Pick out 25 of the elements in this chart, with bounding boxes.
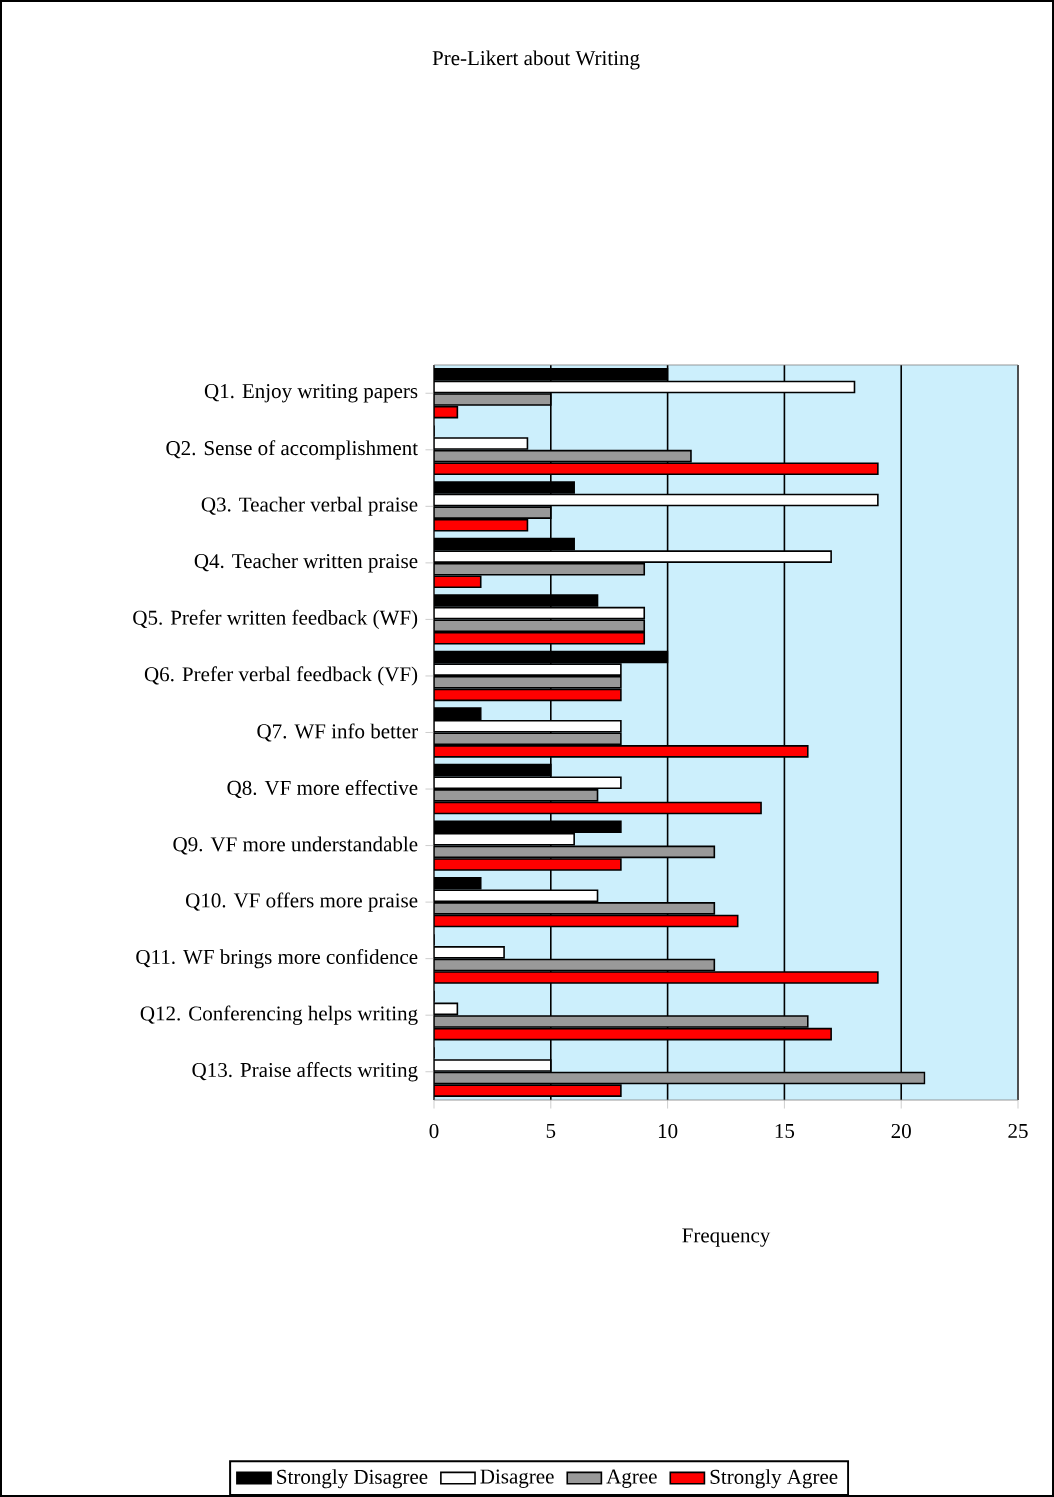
y-tick-label: Q4. Teacher written praise	[194, 553, 418, 573]
y-tick-label: Q6. Prefer verbal feedback (VF)	[144, 666, 418, 686]
y-tick-label: Q9. VF more understandable	[173, 836, 418, 855]
y-tick-label: Q7. WF info better	[257, 723, 418, 742]
legend-label: Agree	[606, 1469, 657, 1488]
legend-label: Disagree	[480, 1469, 554, 1488]
x-tick-label: 20	[891, 1123, 911, 1139]
x-tick-label: 15	[775, 1123, 795, 1139]
legend-label: Strongly Agree	[710, 1469, 838, 1489]
y-tick-label: Q5. Prefer written feedback (WF)	[133, 609, 418, 630]
y-tick-label: Q13. Praise affects writing	[192, 1062, 418, 1082]
y-tick-label: Q12. Conferencing helps writing	[140, 1005, 418, 1025]
y-tick-label: Q10. VF offers more praise	[186, 892, 418, 912]
x-tick-label: 10	[658, 1123, 678, 1139]
x-tick-label: 25	[1008, 1123, 1028, 1139]
y-tick-label: Q8. VF more effective	[227, 779, 418, 799]
x-axis-title: Frequency	[682, 1228, 771, 1247]
x-tick-label: 5	[546, 1123, 556, 1138]
y-tick-label: Q11. WF brings more confidence	[136, 949, 418, 969]
x-tick-label: 0	[429, 1123, 439, 1139]
y-tick-label: Q1. Enjoy writing papers	[204, 384, 418, 403]
chart-title: Pre-Likert about Writing	[432, 50, 640, 70]
y-tick-label: Q3. Teacher verbal praise	[201, 496, 418, 516]
y-tick-label: Q2. Sense of accomplishment	[166, 440, 418, 460]
legend-label: Strongly Disagree	[277, 1469, 428, 1489]
